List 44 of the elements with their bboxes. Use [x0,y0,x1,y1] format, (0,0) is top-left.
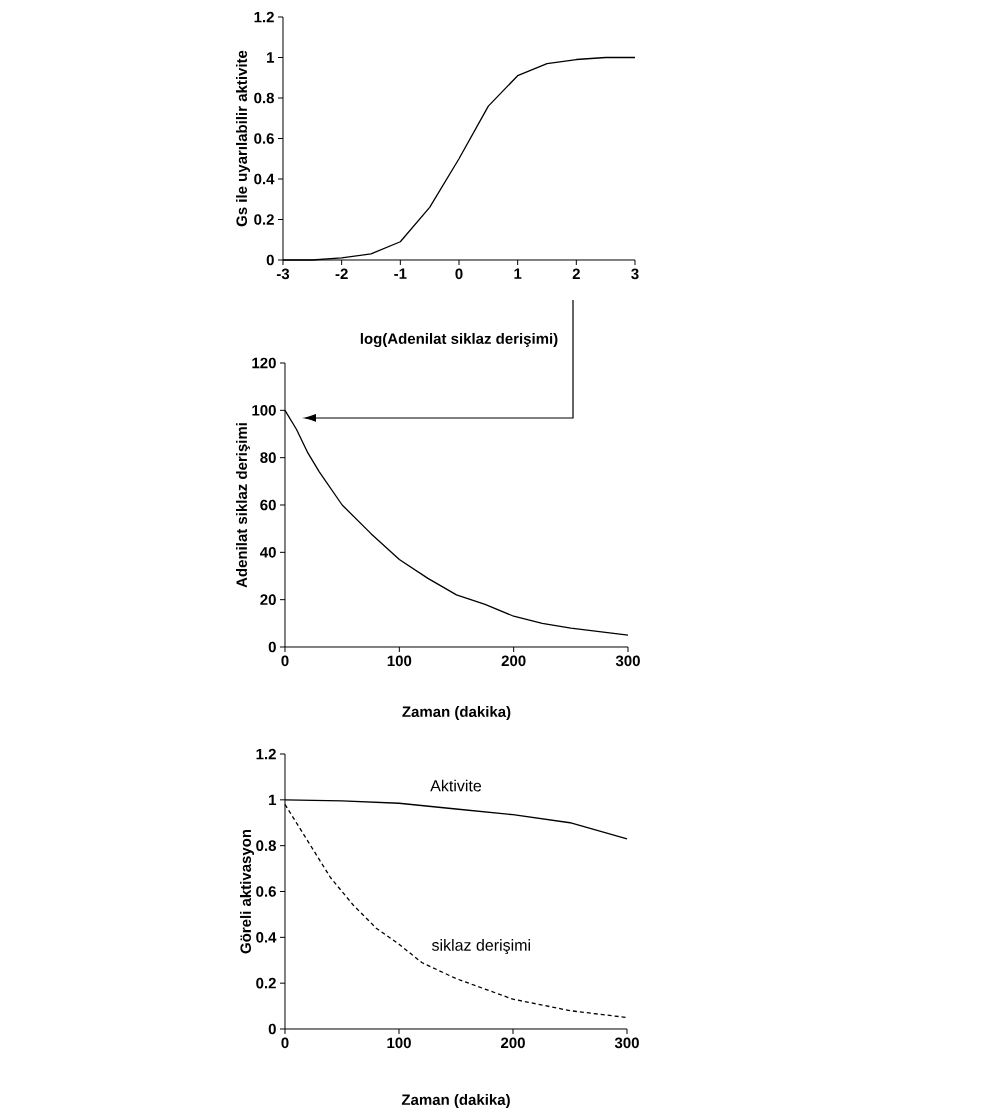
series-label: Aktivite [430,779,482,792]
x-tick-label: 0 [281,655,289,667]
x-tick-label: 100 [387,655,412,667]
y-tick-label: 100 [252,405,276,416]
x-axis-title: log(Adenilat siklaz derişimi) [360,332,558,348]
x-tick-label: -3 [276,268,290,280]
x-tick-label: 200 [501,1037,525,1049]
y-tick-label: 0 [268,1023,276,1035]
y-tick-label: 0.4 [256,932,277,943]
y-tick-label: 0 [266,254,274,266]
y-tick-label: 0.8 [254,92,274,104]
x-tick-label: 100 [387,1037,411,1049]
x-tick-label: -1 [394,268,407,279]
y-tick-label: 0.4 [254,173,275,185]
y-tick-label: 1.2 [256,748,276,760]
y-tick-label: 1 [269,794,277,805]
y-tick-label: 1 [267,52,275,63]
y-tick-label: 60 [260,499,276,511]
x-tick-label: 0 [455,268,463,280]
x-tick-label: 300 [615,655,640,667]
x-tick-label: 0 [281,1037,289,1049]
y-tick-label: 0.2 [256,977,276,989]
y-tick-label: 80 [260,452,276,463]
y-tick-label: 0.6 [256,886,276,897]
x-tick-label: 3 [631,268,639,280]
y-axis-title: Gs ile uyarılabilir aktivite [236,50,250,227]
y-tick-label: 0.2 [254,214,274,225]
y-tick-label: 40 [260,547,276,558]
y-tick-label: 0 [268,641,276,653]
x-tick-label: -2 [335,268,348,279]
y-axis-title: Göreli aktivasyon [240,829,254,954]
y-tick-label: 0.8 [256,840,276,851]
y-tick-label: 20 [260,594,276,605]
x-tick-label: 200 [501,655,526,667]
x-axis-title: Zaman (dakika) [401,1094,510,1108]
x-tick-label: 2 [572,268,580,279]
x-tick-label: 300 [614,1037,639,1049]
x-axis-title: Zaman (dakika) [402,706,511,720]
y-axis-title: Adenilat siklaz derişimi [236,423,250,588]
y-tick-label: 120 [252,357,276,369]
y-tick-label: 0.6 [254,133,274,144]
y-tick-label: 1.2 [254,11,274,23]
series-label: siklaz derişimi [431,939,530,955]
x-tick-label: 1 [514,268,522,279]
